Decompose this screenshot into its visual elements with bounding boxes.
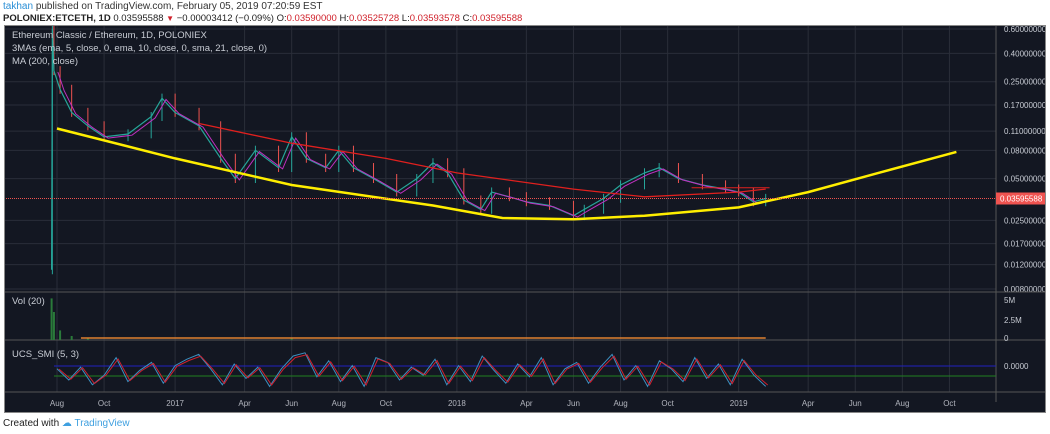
volume-bar xyxy=(50,298,53,340)
smi-signal-line xyxy=(58,354,769,387)
x-tick-label: Jun xyxy=(285,399,298,408)
volume-bar xyxy=(290,337,293,340)
y-tick-label: 0.11000000 xyxy=(1004,127,1046,136)
x-tick-label: 2019 xyxy=(730,399,748,408)
y-tick-label: 0.05000000 xyxy=(1004,175,1046,184)
y-tick-label: 0.25000000 xyxy=(1004,78,1046,87)
y-tick-label: 0.60000000 xyxy=(1004,25,1046,34)
publish-text: published on TradingView.com, February 0… xyxy=(35,1,323,12)
high-label: H: xyxy=(339,13,349,24)
chart-border xyxy=(4,25,1046,413)
volume-bar xyxy=(70,336,73,340)
volume-bar xyxy=(59,330,62,340)
current-price-label: 0.03595588 xyxy=(1000,194,1043,203)
volume-bar xyxy=(52,312,55,340)
x-tick-label: Jun xyxy=(567,399,580,408)
x-tick-label: Oct xyxy=(380,399,393,408)
close-value: 0.03595588 xyxy=(472,13,523,24)
publish-info: takhan published on TradingView.com, Feb… xyxy=(3,1,322,12)
x-tick-label: 2018 xyxy=(448,399,466,408)
x-tick-label: Aug xyxy=(332,399,346,408)
chart[interactable]: Aug Oct 2017 Apr Jun Aug Oct 2018 Apr Jun Aug Oct 20… xyxy=(4,25,1046,413)
price-line xyxy=(51,28,766,270)
y-tick-label: 0.01200000 xyxy=(1004,261,1046,270)
x-tick-label: Apr xyxy=(802,399,815,408)
author-link[interactable]: takhan xyxy=(3,1,34,12)
last-price: 0.03595588 xyxy=(113,13,164,24)
ema-line xyxy=(57,71,770,218)
footer: Created with ☁ TradingView xyxy=(3,418,130,429)
symbol: POLONIEX:ETCETH, 1D xyxy=(3,13,111,24)
legend-title: Ethereum Classic / Ethereum, 1D, POLONIE… xyxy=(12,30,207,41)
smi-tick-label: 0.0000 xyxy=(1004,362,1029,371)
y-tick-label: 0.01700000 xyxy=(1004,240,1046,249)
x-tick-label: Apr xyxy=(238,399,251,408)
tradingview-logo[interactable]: ☁ TradingView xyxy=(61,418,130,429)
rounded-bottom-curve xyxy=(56,127,957,221)
open-value: 0.03590000 xyxy=(286,13,337,24)
symbol-info: POLONIEX:ETCETH, 1D 0.03595588 ▼ −0.0000… xyxy=(3,13,522,24)
y-tick-label: 0.00800000 xyxy=(1004,285,1046,294)
vol-tick-label: 2.5M xyxy=(1004,316,1022,325)
created-with: Created with xyxy=(3,418,60,429)
x-tick-label: Apr xyxy=(520,399,533,408)
close-label: C: xyxy=(462,13,473,24)
y-tick-label: 0.08000000 xyxy=(1004,146,1046,155)
x-tick-label: Aug xyxy=(895,399,909,408)
legend-ma200: MA (200, close) xyxy=(12,56,78,67)
x-tick-label: Aug xyxy=(50,399,64,408)
legend-vol: Vol (20) xyxy=(12,296,45,307)
legend-smi: UCS_SMI (5, 3) xyxy=(12,349,80,360)
x-tick-label: Oct xyxy=(943,399,956,408)
volume-bar xyxy=(86,338,89,340)
open-label: O: xyxy=(276,13,287,24)
low-label: L: xyxy=(401,13,410,24)
smi-line xyxy=(56,352,767,388)
down-triangle-icon: ▼ xyxy=(166,14,175,23)
vol-tick-label: 0 xyxy=(1004,334,1009,343)
volume-bar xyxy=(455,339,458,340)
brand-name: TradingView xyxy=(74,418,130,429)
x-tick-label: Oct xyxy=(661,399,674,408)
change: −0.00003412 (−0.09%) xyxy=(176,13,274,24)
y-tick-label: 0.02500000 xyxy=(1004,216,1046,225)
low-value: 0.03593578 xyxy=(409,13,460,24)
x-tick-label: Aug xyxy=(613,399,627,408)
vol-tick-label: 5M xyxy=(1004,296,1015,305)
current-price-badge xyxy=(996,192,1046,205)
x-tick-label: 2017 xyxy=(166,399,184,408)
ma200-line xyxy=(198,122,766,198)
legend-mas: 3MAs (ema, 5, close, 0, ema, 10, close, … xyxy=(12,43,268,54)
y-tick-label: 0.40000000 xyxy=(1004,49,1046,58)
high-value: 0.03525728 xyxy=(348,13,400,24)
y-tick-label: 0.17000000 xyxy=(1004,101,1046,110)
x-tick-label: Oct xyxy=(98,399,111,408)
x-tick-label: Jun xyxy=(849,399,862,408)
